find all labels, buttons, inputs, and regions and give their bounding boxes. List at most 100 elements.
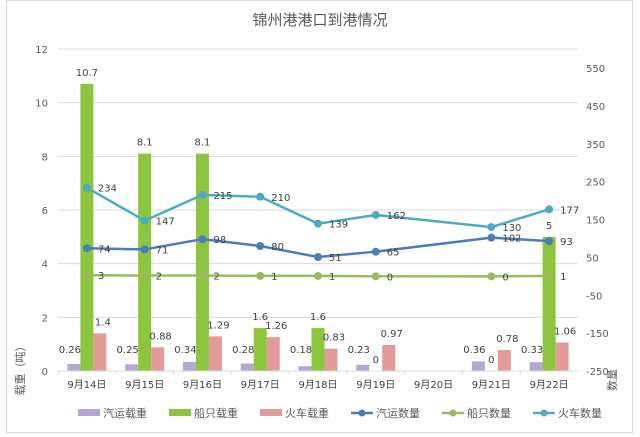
x-tick-label: 9月19日 <box>356 379 395 391</box>
x-tick-label: 9月17日 <box>241 379 280 391</box>
point-船只数量 <box>256 271 265 280</box>
point-船只数量 <box>82 271 91 280</box>
x-tick-label: 9月15日 <box>125 379 164 391</box>
data-label: 1 <box>271 272 277 283</box>
y-axis-title: 载重（吨） <box>13 341 27 396</box>
point-汽运数量 <box>314 252 322 261</box>
legend-label: 火车载重 <box>285 406 329 420</box>
line-汽运数量 <box>86 236 550 259</box>
y-tick-label: 0 <box>42 367 48 378</box>
y2-tick-label: -250 <box>586 367 609 378</box>
data-label: 210 <box>271 193 290 204</box>
bar-船只载重 <box>195 153 209 371</box>
data-label: 1 <box>329 272 335 283</box>
y-tick-label: 4 <box>42 260 48 271</box>
data-label: 51 <box>329 253 342 264</box>
data-label: 0.18 <box>290 345 312 356</box>
bar-汽运载重 <box>240 363 254 371</box>
y2-tick-label: -50 <box>586 291 602 302</box>
y2-tick-label: 150 <box>586 216 605 227</box>
legend-label: 火车数量 <box>558 406 602 420</box>
bar-船只载重 <box>253 328 267 371</box>
y2-tick-label: -150 <box>586 329 609 340</box>
point-火车数量 <box>256 192 265 201</box>
point-船只数量 <box>371 272 380 281</box>
bar-汽运载重 <box>67 364 81 371</box>
point-汽运数量 <box>487 233 496 242</box>
data-label: 3 <box>98 271 104 282</box>
bar-船只载重 <box>80 83 94 371</box>
data-label: 130 <box>502 223 521 234</box>
data-label: 0.33 <box>521 345 543 356</box>
point-火车数量 <box>487 223 496 232</box>
y-tick-label: 12 <box>35 45 48 56</box>
data-label: 80 <box>271 242 284 253</box>
point-火车数量 <box>198 190 207 199</box>
bar-船只载重 <box>542 236 556 371</box>
data-label: 1.4 <box>95 317 111 328</box>
data-label: 147 <box>156 217 175 228</box>
point-火车数量 <box>140 216 149 225</box>
bar-汽运载重 <box>182 361 196 371</box>
bar-汽运载重 <box>356 364 370 371</box>
data-label: 74 <box>98 244 111 255</box>
point-汽运数量 <box>82 244 91 253</box>
data-label: 93 <box>560 237 573 248</box>
legend-swatch <box>260 409 282 416</box>
point-汽运数量 <box>198 235 207 244</box>
x-tick-label: 9月14日 <box>67 379 106 391</box>
x-tick-label: 9月20日 <box>414 379 453 391</box>
data-label: 0.26 <box>59 345 81 356</box>
point-船只数量 <box>198 271 207 280</box>
point-火车数量 <box>82 183 91 192</box>
data-label: 0.78 <box>496 334 518 345</box>
legend-label: 汽运载重 <box>103 406 147 420</box>
data-label: 98 <box>213 235 226 246</box>
bar-火车载重 <box>208 336 222 371</box>
lines: 74 71 98 80 51 65 102 93 3 2 2 1 1 0 0 1 234 147 215 210 139… <box>82 183 579 283</box>
data-label: 0.97 <box>381 329 403 340</box>
y2-tick-label: 350 <box>586 140 605 151</box>
bar-火车载重 <box>266 337 280 371</box>
data-label: 177 <box>560 205 579 216</box>
data-label: 71 <box>156 245 169 256</box>
bar-汽运载重 <box>471 361 485 371</box>
legend-marker <box>540 409 548 417</box>
bar-船只载重 <box>138 153 152 371</box>
line-火车数量 <box>86 186 550 229</box>
point-汽运数量 <box>256 242 265 251</box>
data-label: 0.36 <box>463 345 485 356</box>
data-label: 65 <box>387 248 400 259</box>
chart-title: 锦州港港口到港情况 <box>252 11 387 29</box>
data-label: 234 <box>98 184 117 195</box>
data-label: 1.6 <box>252 312 268 323</box>
data-label: 8.1 <box>194 138 210 149</box>
point-船只数量 <box>140 271 149 280</box>
legend-marker <box>358 409 366 417</box>
x-tick-label: 9月21日 <box>472 379 511 391</box>
bar-汽运载重 <box>125 364 139 371</box>
point-汽运数量 <box>371 247 380 256</box>
y-tick-label: 2 <box>42 313 48 324</box>
data-label: 0.23 <box>348 345 370 356</box>
data-label: 2 <box>213 272 219 283</box>
data-label: 215 <box>213 191 232 202</box>
axes: 024681012-250-150-50501502503504505509月1… <box>35 45 608 391</box>
bar-汽运载重 <box>529 362 543 371</box>
bars: 0.26 0.25 0.34 0.28 0.18 0.23 0.36 0.33 10.7 8.1 8… <box>59 68 576 371</box>
data-label: 0 <box>387 272 393 283</box>
data-label: 0.28 <box>232 345 254 356</box>
chart-frame <box>6 0 633 433</box>
point-船只数量 <box>545 271 554 280</box>
point-火车数量 <box>314 219 322 228</box>
legend-label: 船只数量 <box>467 406 511 420</box>
legend-label: 汽运数量 <box>376 406 420 420</box>
bar-火车载重 <box>382 344 396 371</box>
bar-汽运载重 <box>298 366 312 371</box>
y2-tick-label: 450 <box>586 102 605 113</box>
data-label: 8.1 <box>137 138 153 149</box>
legend-label: 船只载重 <box>194 406 238 420</box>
point-汽运数量 <box>140 245 149 254</box>
y2-tick-label: 550 <box>586 64 605 75</box>
